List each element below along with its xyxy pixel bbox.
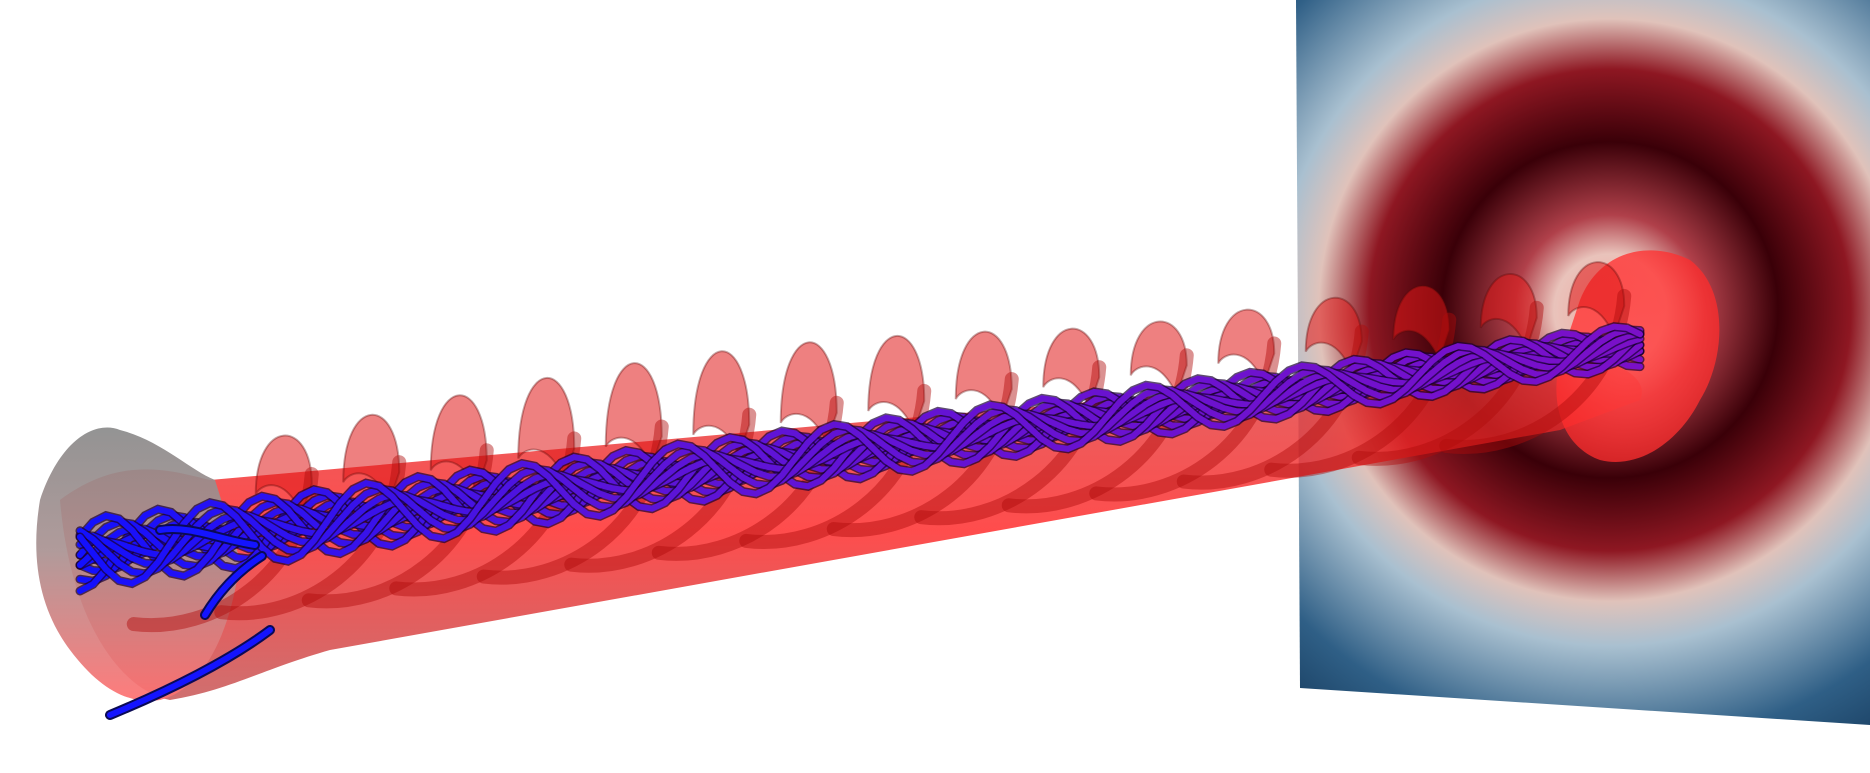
helix-fin-top: [1129, 320, 1188, 399]
field-line-stray: [202, 553, 265, 618]
helix-fin-top: [1479, 273, 1538, 351]
field-line-tube: [77, 323, 1643, 587]
field-line-stray: [107, 627, 273, 718]
helix-fin-top: [517, 377, 576, 482]
helix-fin-top: [1042, 327, 1101, 410]
helix-fin-top: [342, 413, 401, 505]
helix-fin-top: [604, 362, 663, 470]
helix-fin-top: [867, 334, 926, 434]
helix-fin-top: [954, 330, 1013, 422]
field-line-tubes: [75, 322, 1645, 720]
helix-fin-top: [1217, 308, 1276, 387]
field-line-stray: [157, 526, 258, 548]
helix-fin-top: [1567, 261, 1626, 339]
helix-fin-top: [779, 341, 838, 446]
helix-fin-top: [1304, 296, 1363, 375]
helix-fin-top: [692, 350, 751, 458]
helix-fin-top: [1392, 284, 1451, 363]
